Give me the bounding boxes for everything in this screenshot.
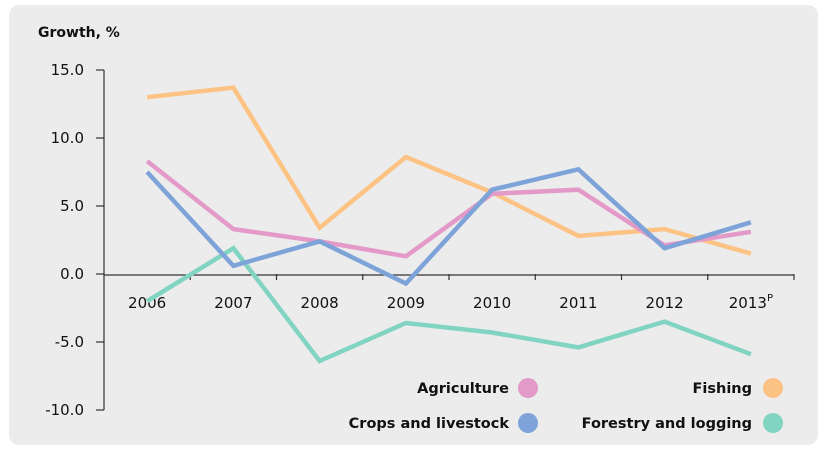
series-line-fishing — [146, 85, 752, 256]
x-tick-year: 2006 — [128, 294, 166, 312]
x-ticks: 2006 2007 2008 2009 2010 2011 2012 2013P — [128, 274, 795, 312]
series-line-forestry-and-logging — [145, 245, 752, 364]
y-tick-label: -10.0 — [45, 401, 84, 419]
legend-swatch-agriculture — [518, 378, 538, 398]
legend-label-agriculture: Agriculture — [417, 381, 509, 397]
x-tick-year: 2007 — [214, 294, 252, 312]
legend: Agriculture Fishing Crops and livestock For… — [349, 378, 783, 433]
y-ticks: 15.0 10.0 5.0 0.0 -5.0 -10.0 — [45, 61, 104, 419]
x-tick-year: 2011 — [559, 294, 597, 312]
x-tick-superscript: P — [767, 293, 773, 304]
legend-label-forestry-and-logging: Forestry and logging — [582, 416, 752, 432]
legend-swatch-fishing — [763, 378, 783, 398]
y-tick-label: -5.0 — [55, 333, 84, 351]
x-tick-year: 2008 — [301, 294, 339, 312]
x-tick-year: 2012 — [646, 294, 684, 312]
legend-swatch-crops-and-livestock — [518, 413, 538, 433]
x-tick-year: 2013 — [729, 294, 767, 312]
x-tick-label: 2007 — [214, 294, 252, 312]
y-tick-label: 5.0 — [60, 197, 84, 215]
series-lines — [145, 85, 752, 364]
x-tick-label: 2013P — [729, 293, 773, 312]
y-tick-label: 0.0 — [60, 265, 84, 283]
series-line-crops-and-livestock — [145, 166, 752, 287]
x-tick-year: 2010 — [473, 294, 511, 312]
legend-label-crops-and-livestock: Crops and livestock — [349, 416, 510, 432]
legend-swatch-forestry-and-logging — [763, 413, 783, 433]
y-axis-label: Growth, % — [38, 25, 120, 41]
y-tick-label: 15.0 — [51, 61, 84, 79]
x-tick-label: 2011 — [559, 294, 597, 312]
legend-label-fishing: Fishing — [692, 381, 752, 397]
x-tick-label: 2006 — [128, 294, 166, 312]
x-tick-label: 2008 — [301, 294, 339, 312]
x-tick-label: 2010 — [473, 294, 511, 312]
chart-panel — [9, 5, 818, 445]
y-tick-label: 10.0 — [51, 129, 84, 147]
x-tick-year: 2009 — [387, 294, 425, 312]
x-tick-label: 2009 — [387, 294, 425, 312]
x-tick-label: 2012 — [646, 294, 684, 312]
